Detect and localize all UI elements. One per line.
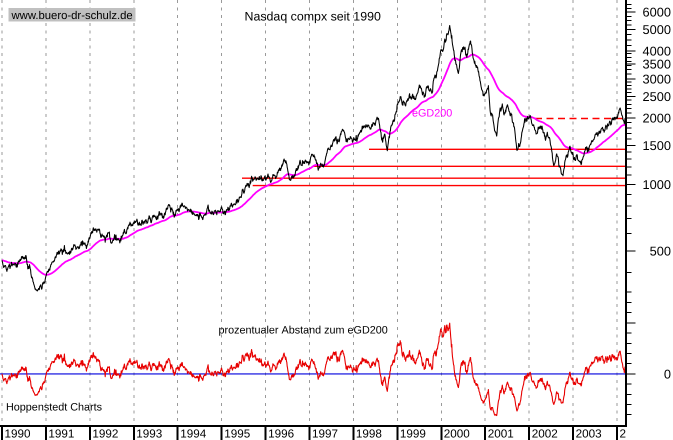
svg-text:Nasdaq compx seit 1990: Nasdaq compx seit 1990 (245, 10, 381, 24)
svg-text:1996: 1996 (268, 427, 294, 440)
svg-text:1998: 1998 (356, 427, 382, 440)
svg-text:1993: 1993 (136, 427, 162, 440)
svg-text:3000: 3000 (643, 71, 671, 86)
svg-text:5000: 5000 (643, 22, 671, 37)
svg-text:2000: 2000 (643, 110, 671, 125)
svg-text:4000: 4000 (643, 44, 671, 59)
svg-text:2500: 2500 (643, 89, 671, 104)
svg-text:1995: 1995 (224, 427, 251, 440)
svg-text:1500: 1500 (643, 138, 671, 153)
svg-text:Hoppenstedt Charts: Hoppenstedt Charts (6, 402, 103, 414)
svg-text:1994: 1994 (180, 427, 207, 440)
svg-text:1997: 1997 (312, 427, 338, 440)
svg-text:500: 500 (650, 244, 671, 259)
svg-text:6000: 6000 (643, 5, 671, 20)
svg-text:0: 0 (664, 366, 671, 381)
svg-text:2002: 2002 (532, 427, 558, 440)
svg-text:1991: 1991 (48, 427, 74, 440)
svg-text:1990: 1990 (5, 427, 32, 440)
svg-text:www.buero-dr-schulz.de: www.buero-dr-schulz.de (11, 10, 133, 22)
svg-text:2001: 2001 (488, 427, 514, 440)
svg-text:3500: 3500 (643, 57, 671, 72)
svg-text:eGD200: eGD200 (412, 108, 452, 120)
svg-text:2000: 2000 (444, 427, 471, 440)
svg-text:prozentualer Abstand zum eGD20: prozentualer Abstand zum eGD200 (219, 325, 388, 337)
svg-text:1992: 1992 (92, 427, 118, 440)
svg-text:2003: 2003 (576, 427, 602, 440)
svg-text:1999: 1999 (400, 427, 426, 440)
svg-text:1000: 1000 (643, 177, 671, 192)
svg-text:2: 2 (620, 427, 627, 440)
